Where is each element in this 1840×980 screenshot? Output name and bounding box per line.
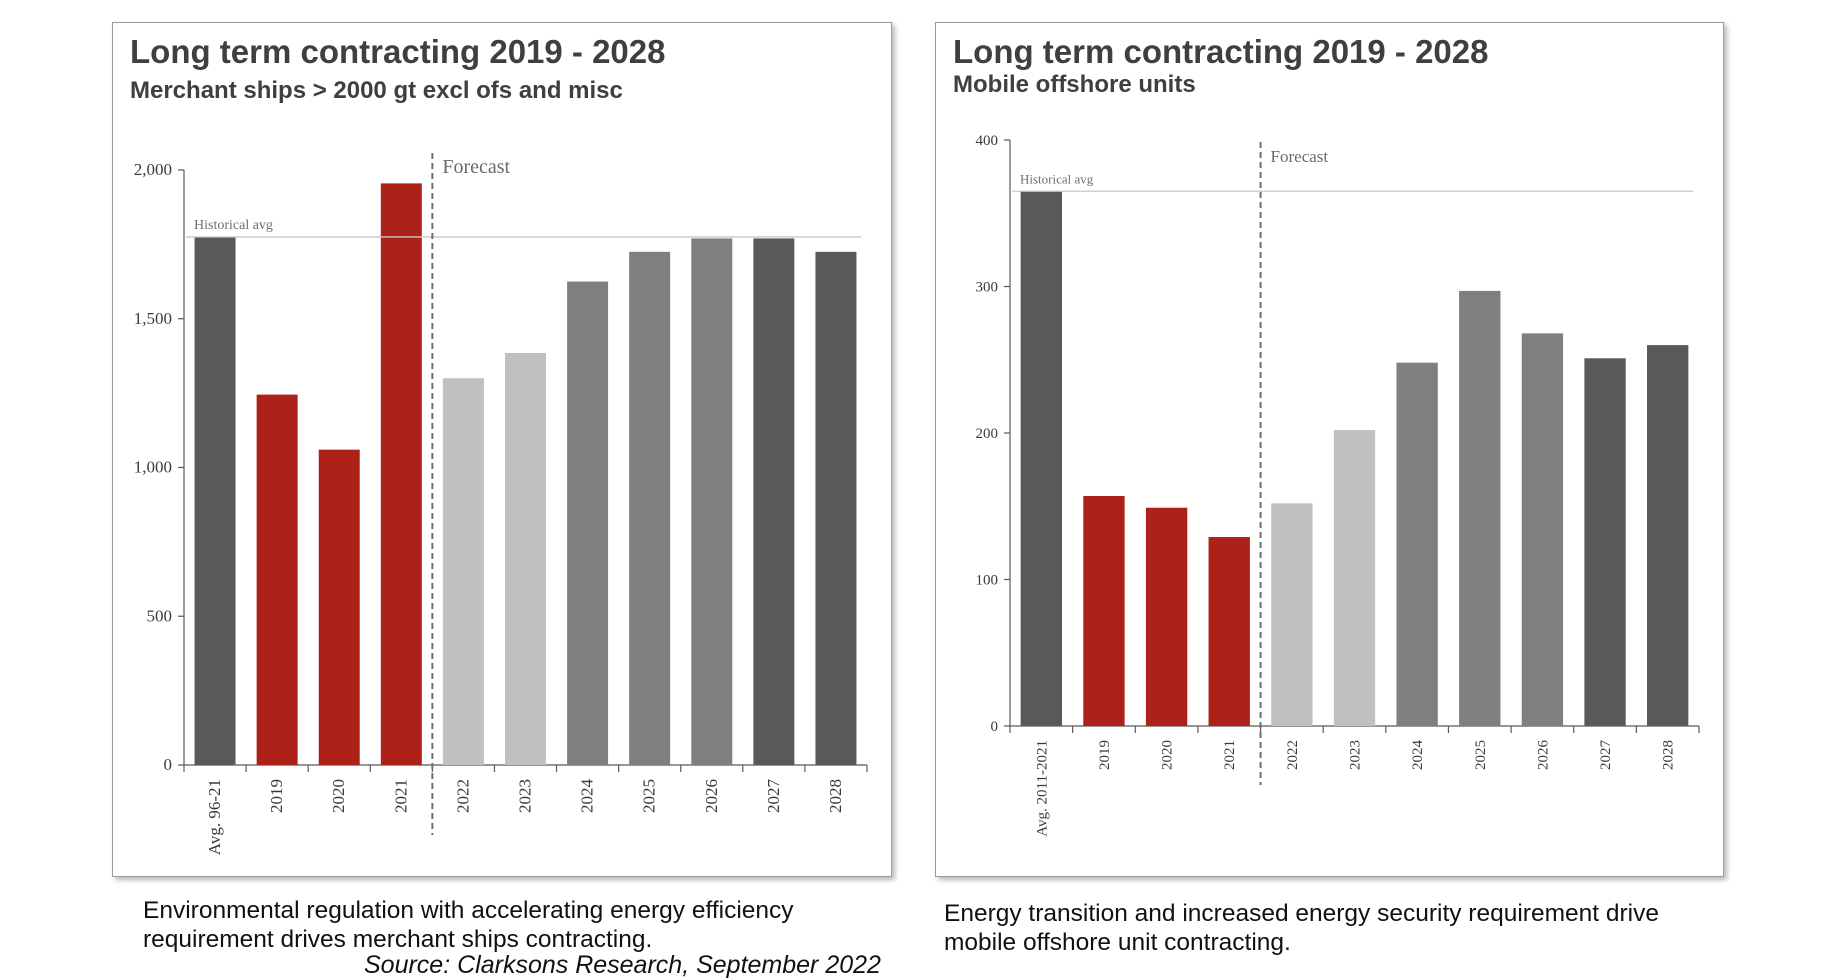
left-x-tick-label: 2023 [516,779,535,813]
left-bar [691,238,733,766]
left-x-tick-label: 2021 [391,779,410,813]
right-bar [1459,290,1501,726]
right-x-tick-label: 2023 [1348,740,1364,770]
left-x-tick-label: Avg. 96-21 [205,779,224,855]
left-bar-chart: 0 500 1,000 1,500 2,000 Avg. 96-21 2019 2020 202… [134,153,868,855]
left-chart-caption: Environmental regulation with accelerati… [143,897,794,953]
right-y-tick-label: 0 [991,719,999,735]
right-bar [1333,430,1376,726]
left-bar [753,238,795,766]
left-y-tick-label: 1,500 [134,309,172,328]
right-x-tick-label: 2021 [1222,740,1238,770]
right-y-tick-label: 200 [976,426,999,442]
right-x-tick-label: Avg. 2011-2021 [1034,740,1050,837]
right-bar [1584,358,1626,726]
left-bar [629,251,671,765]
left-bar [318,449,360,765]
left-x-tick-label: 2028 [826,779,845,813]
left-historical-avg-label: Historical avg [194,218,273,233]
left-bar [567,281,609,765]
left-x-tick-label: 2027 [764,779,783,814]
left-y-tick-label: 0 [164,755,173,774]
left-bar [815,251,857,765]
right-x-tick-label: 2026 [1535,740,1551,771]
left-y-tick-label: 500 [147,606,173,625]
right-x-tick-label: 2020 [1160,740,1176,770]
right-bar [1208,537,1250,726]
right-bar [1271,503,1313,726]
left-x-tick-label: 2024 [578,779,597,814]
left-bar [194,236,236,765]
right-chart-title: Long term contracting 2019 - 2028 [953,33,1489,70]
right-bar [1521,333,1564,726]
right-forecast-label: Forecast [1271,147,1329,166]
left-bar [380,183,422,765]
left-bar [505,352,546,765]
right-y-tick-label: 100 [976,573,999,589]
left-bar [256,394,298,765]
right-bar [1145,507,1188,726]
left-chart-panel: Long term contracting 2019 - 2028 Mercha… [112,22,892,877]
right-x-tick-label: 2025 [1473,740,1489,770]
left-x-tick-label: 2025 [640,779,659,813]
left-y-tick-label: 2,000 [134,160,172,179]
right-bar [1647,345,1689,726]
right-bar [1020,191,1062,726]
right-x-tick-label: 2022 [1285,740,1301,770]
left-bar [442,378,484,765]
right-bar [1083,495,1125,726]
left-chart-subtitle: Merchant ships > 2000 gt excl ofs and mi… [130,77,623,104]
right-x-tick-label: 2027 [1598,740,1614,771]
left-x-tick-label: 2019 [267,779,286,813]
right-bar-chart: 0 100 200 300 400 Avg. 2011-2021 2019 2020 2021 2… [976,133,1700,837]
left-x-tick-label: 2020 [329,779,348,813]
right-chart-panel: Long term contracting 2019 - 2028 Mobile… [935,22,1724,877]
source-note: Source: Clarksons Research, September 20… [364,951,881,979]
left-y-tick-label: 1,000 [134,458,172,477]
right-historical-avg-label: Historical avg [1020,171,1094,186]
right-x-tick-label: 2028 [1661,740,1677,770]
right-bar [1396,362,1438,726]
right-chart-caption: Energy transition and increased energy s… [944,900,1659,956]
right-chart-subtitle: Mobile offshore units [953,71,1196,98]
left-x-tick-label: 2026 [702,779,721,813]
right-x-tick-label: 2019 [1097,740,1113,770]
right-y-tick-label: 300 [976,280,999,296]
right-y-tick-label: 400 [976,133,999,149]
right-x-tick-label: 2024 [1410,740,1426,771]
left-chart-title: Long term contracting 2019 - 2028 [130,33,666,70]
left-x-tick-label: 2022 [453,779,472,813]
left-forecast-label: Forecast [442,156,510,178]
